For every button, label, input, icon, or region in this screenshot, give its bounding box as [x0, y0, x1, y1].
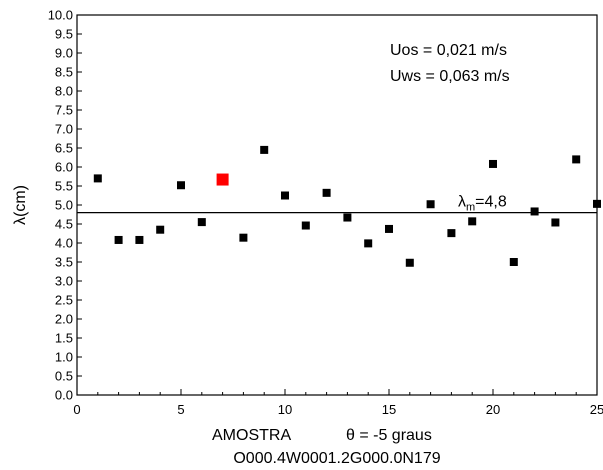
x-tick-label: 20: [486, 402, 500, 417]
data-point: [489, 159, 497, 168]
chart-subtitle: O000.4W0001.2G000.0N179: [233, 450, 440, 467]
y-tick-label: 1.5: [55, 331, 73, 346]
x-tick-label: 10: [278, 402, 292, 417]
mean-label: λm=4,8: [458, 194, 507, 214]
y-tick-label: 3.0: [55, 274, 73, 289]
data-point: [281, 191, 289, 200]
y-tick-label: 8.0: [55, 84, 73, 99]
data-point: [177, 181, 185, 190]
y-tick-label: 0.0: [55, 388, 73, 403]
y-tick-label: 6.0: [55, 160, 73, 175]
data-point: [260, 145, 269, 154]
y-tick-label: 9.5: [55, 27, 73, 42]
y-tick-label: 3.5: [55, 255, 73, 270]
y-axis-ticks: 0.0 0.5 1.0 1.5 2.0 2.5 3.0 3.5 4.0 4.5 5.0 5.5 6.0 6…: [48, 8, 82, 403]
y-tick-label: 4.5: [55, 217, 73, 232]
data-point: [405, 258, 414, 267]
data-points: [93, 145, 601, 267]
y-tick-label: 1.0: [55, 350, 73, 365]
data-point: [364, 239, 373, 248]
x-axis-ticks: 0 5 10 15 20 25: [73, 389, 603, 417]
data-point: [509, 258, 518, 266]
x-tick-label: 25: [590, 402, 603, 417]
data-point: [343, 213, 352, 222]
y-tick-label: 5.5: [55, 179, 73, 194]
data-point: [93, 174, 102, 183]
y-tick-label: 7.0: [55, 122, 73, 137]
data-point: [447, 229, 456, 238]
y-tick-label: 9.0: [55, 46, 73, 61]
data-point: [156, 225, 165, 234]
y-tick-label: 2.0: [55, 312, 73, 327]
y-tick-label: 7.5: [55, 103, 73, 118]
mean-label-subscript: m: [466, 202, 475, 214]
y-tick-label: 8.5: [55, 65, 73, 80]
data-point: [322, 188, 331, 197]
annotation-uos: Uos = 0,021 m/s: [390, 42, 507, 59]
data-point: [385, 224, 393, 233]
highlighted-data-point: [216, 173, 229, 186]
data-point: [197, 218, 206, 227]
plot-frame: [76, 14, 598, 396]
y-tick-label: 10.0: [48, 8, 73, 23]
x-tick-label: 15: [382, 402, 396, 417]
y-tick-label: 0.5: [55, 369, 73, 384]
data-point: [301, 221, 310, 230]
data-point: [530, 207, 539, 216]
mean-label-symbol: λ: [458, 194, 466, 211]
y-tick-label: 5.0: [55, 198, 73, 213]
data-point: [551, 218, 560, 227]
x-tick-label: 0: [73, 402, 80, 417]
annotation-uws: Uws = 0,063 m/s: [390, 68, 510, 85]
x-axis-note: θ = -5 graus: [346, 427, 432, 444]
x-tick-label: 5: [177, 402, 184, 417]
data-point: [135, 235, 144, 244]
data-point: [572, 155, 581, 164]
y-tick-label: 6.5: [55, 141, 73, 156]
data-point: [468, 217, 477, 226]
y-axis-title: λ(cm): [12, 185, 29, 225]
mean-label-value: =4,8: [475, 194, 507, 211]
y-tick-label: 4.0: [55, 236, 73, 251]
data-point: [114, 235, 123, 244]
data-point: [426, 200, 435, 209]
y-tick-label: 2.5: [55, 293, 73, 308]
data-point: [239, 233, 248, 242]
x-axis-title: AMOSTRA: [212, 427, 291, 444]
